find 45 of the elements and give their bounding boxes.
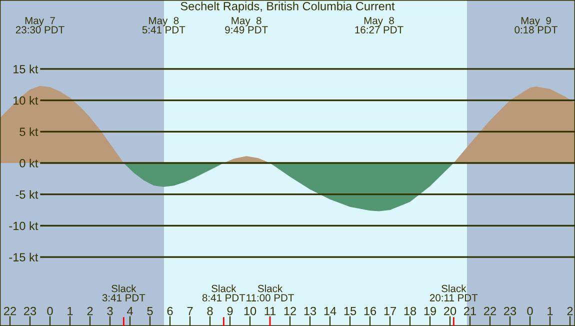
annotation: Slack 3:41 PDT (102, 284, 146, 302)
annotation: May 8 5:41 PDT (142, 16, 186, 34)
x-tick-label: 16 (364, 306, 376, 316)
x-tick-label: 1 (68, 306, 73, 316)
annotation: Slack 20:11 PDT (430, 284, 478, 302)
annotation: Slack 8:41 PDT (202, 284, 246, 302)
x-tick-label: 15 (344, 306, 356, 316)
x-tick-label: 11 (264, 306, 276, 316)
x-tick-label: 3 (107, 306, 113, 316)
y-tick-label: 5 kt (20, 127, 38, 136)
annotation: May 9 0:18 PDT (514, 16, 558, 34)
x-tick-label: 8 (207, 306, 213, 316)
x-tick-label: 2 (87, 306, 93, 316)
y-tick-label: -5 kt (16, 190, 38, 199)
x-tick-label: 7 (187, 306, 193, 316)
x-tick-label: 13 (304, 306, 316, 316)
x-tick-label: 6 (167, 306, 173, 316)
x-tick-label: 22 (4, 306, 16, 316)
x-tick-label: 0 (47, 306, 53, 316)
x-tick-label: 21 (464, 306, 476, 316)
x-tick-label: 14 (324, 306, 336, 316)
x-tick-label: 20 (444, 306, 456, 316)
x-tick-label: 0 (527, 306, 533, 316)
x-tick-label: 5 (147, 306, 153, 316)
y-tick-label: -15 kt (9, 252, 38, 262)
chart-title: Sechelt Rapids, British Columbia Current (180, 2, 395, 13)
x-tick-label: 23 (24, 306, 36, 316)
y-tick-label: -10 kt (9, 221, 38, 230)
x-tick-label: 4 (126, 306, 133, 316)
x-tick-label: 22 (484, 306, 496, 316)
x-tick-label: 19 (424, 306, 436, 316)
x-tick-label: 23 (504, 306, 516, 316)
x-tick-label: 9 (227, 306, 233, 316)
x-tick-label: 2 (567, 306, 573, 316)
annotation: Slack 11:00 PDT (246, 284, 294, 302)
x-tick-label: 1 (548, 306, 553, 316)
x-tick-label: 17 (384, 306, 396, 316)
x-tick-label: 10 (244, 306, 256, 316)
y-tick-label: 15 kt (14, 64, 38, 74)
annotation: May 8 9:49 PDT (225, 16, 268, 34)
annotation: May 7 23:30 PDT (16, 17, 64, 34)
x-tick-label: 18 (404, 306, 416, 316)
annotation: May 8 16:27 PDT (355, 16, 404, 34)
y-tick-label: 0 kt (20, 158, 38, 168)
x-tick-label: 12 (284, 306, 296, 316)
